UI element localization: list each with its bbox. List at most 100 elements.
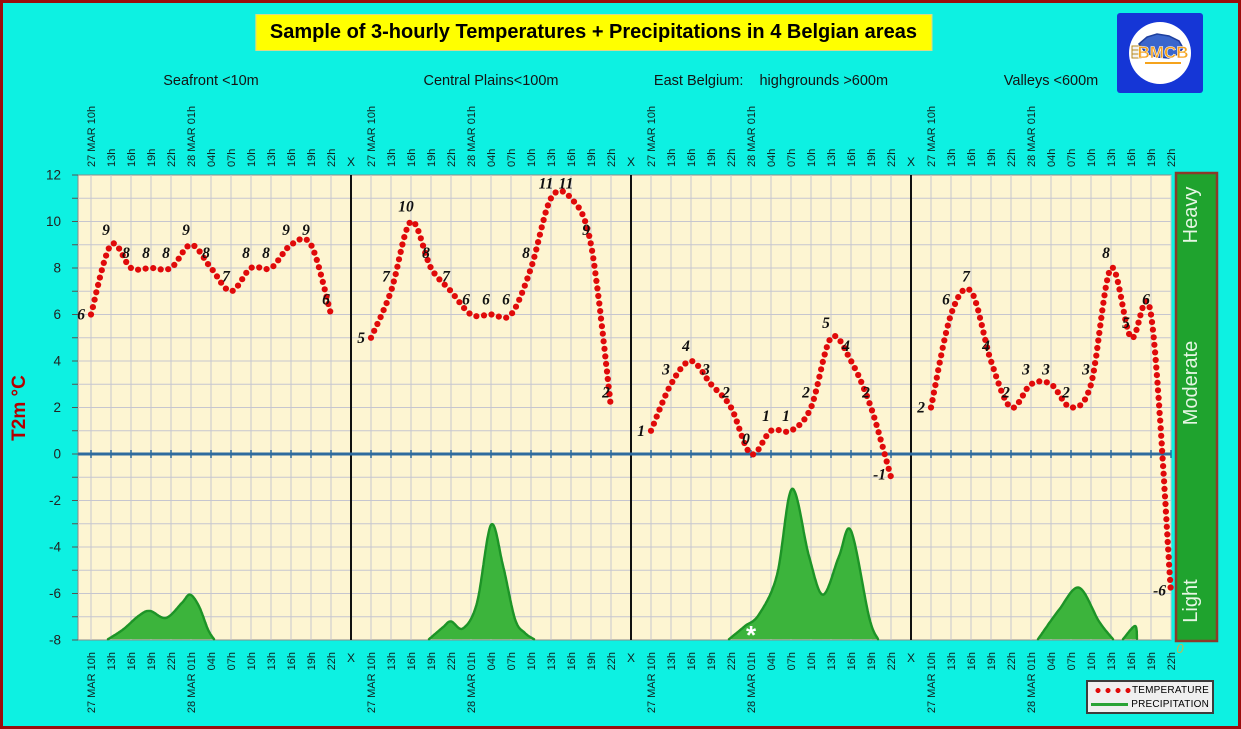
temperature-dot <box>927 404 935 411</box>
precip-intensity-label: Heavy <box>1180 187 1202 244</box>
temperature-value-label: 10 <box>398 199 414 216</box>
temperature-value-label: 3 <box>1041 361 1050 378</box>
temperature-value-label: 1 <box>637 423 645 440</box>
temperature-dot <box>727 404 735 411</box>
temperature-value-label: 11 <box>559 175 574 192</box>
temperature-dot <box>976 314 984 321</box>
temperature-value-label: 5 <box>1122 315 1130 332</box>
temperature-dot <box>650 420 658 427</box>
time-label-bottom: 13h <box>546 652 558 670</box>
temperature-dot <box>390 278 397 285</box>
temperature-dot <box>586 232 593 239</box>
temperature-dot <box>596 300 603 307</box>
time-label-bottom: 16h <box>966 652 978 670</box>
temperature-dot <box>1089 374 1096 382</box>
temperature-dot <box>239 276 246 283</box>
temperature-dot <box>1119 301 1126 308</box>
temperature-value-label: 8 <box>142 245 150 262</box>
precipitation-outline <box>727 487 880 641</box>
time-label-top: 13h <box>266 149 278 167</box>
temperature-dot <box>1160 470 1167 477</box>
temperature-dot <box>531 253 538 260</box>
time-label-bottom: 16h <box>686 652 698 670</box>
temperature-dot <box>985 351 993 358</box>
bmcb-logo: BMCB <box>1117 13 1203 93</box>
temperature-dot <box>593 277 600 284</box>
temperature-dot <box>275 257 282 264</box>
time-label-top: 22h <box>1166 149 1178 167</box>
temperature-dot <box>290 240 297 247</box>
temperature-dot <box>1149 326 1156 333</box>
temperature-value-label: 7 <box>222 268 231 285</box>
temperature-dot <box>959 287 966 294</box>
time-label-bottom: 13h <box>1106 652 1118 670</box>
temperature-dot <box>763 433 770 440</box>
temperature-dot <box>191 242 198 250</box>
temperature-dot <box>988 358 995 365</box>
temperature-dot <box>1156 409 1163 417</box>
temperature-value-label: 8 <box>522 245 530 262</box>
separator-label-top: X <box>347 155 355 169</box>
temperature-value-label: 5 <box>357 330 365 347</box>
time-label-bottom: 04h <box>1046 652 1058 670</box>
temperature-dot <box>243 269 250 276</box>
temperature-dot <box>584 225 591 232</box>
temperature-dot <box>516 296 523 303</box>
time-label-bottom: 19h <box>866 652 878 670</box>
temperature-value-label: 3 <box>701 361 710 378</box>
time-label-top: 13h <box>386 149 398 167</box>
temperature-dot <box>1163 523 1170 530</box>
temperature-dot <box>542 209 549 216</box>
temperature-dot <box>270 263 277 270</box>
y-axis-title: T2m °C <box>9 375 30 441</box>
temperature-dot <box>600 338 607 345</box>
temperature-dot <box>805 409 812 417</box>
temperature-dot <box>1122 316 1129 323</box>
temperature-dot <box>218 279 225 286</box>
precipitation-outline <box>106 593 216 641</box>
temperature-dot <box>1153 372 1160 379</box>
time-label-bottom: 28 MAR 01h <box>466 652 478 713</box>
y-tick-label: -2 <box>49 493 61 508</box>
time-label-bottom: 04h <box>206 652 218 670</box>
temperature-dot <box>1058 395 1065 402</box>
temperature-value-label: 2 <box>801 385 810 402</box>
time-label-top: 13h <box>666 149 678 167</box>
separator-label-top: X <box>907 155 915 169</box>
temperature-dot <box>606 391 613 398</box>
temperature-dot <box>1081 396 1089 403</box>
temperature-value-label: 9 <box>282 222 290 239</box>
temperature-dot <box>392 271 399 278</box>
temperature-dot <box>461 305 468 312</box>
time-label-bottom: 16h <box>566 652 578 670</box>
temperature-dot <box>1161 478 1168 485</box>
temperature-dot <box>982 336 989 343</box>
time-label-bottom: 10h <box>246 652 258 670</box>
temperature-value-label: 6 <box>77 307 85 324</box>
temperature-dot <box>597 308 604 315</box>
temperature-dot <box>1148 319 1156 326</box>
temperature-dot <box>196 248 203 255</box>
temperature-dot <box>816 373 823 380</box>
temperature-dot <box>942 329 950 337</box>
temperature-dot <box>955 294 962 301</box>
time-label-bottom: 13h <box>946 652 958 670</box>
temperature-value-label: 6 <box>462 292 470 309</box>
temperature-dot <box>871 414 878 421</box>
temperature-dot <box>1137 312 1144 319</box>
temperature-dot <box>591 262 598 269</box>
temperature-dot <box>848 358 855 365</box>
time-label-top: 13h <box>946 149 958 167</box>
temperature-dot <box>1102 284 1109 291</box>
time-label-top: 04h <box>766 149 778 167</box>
time-label-bottom: 07h <box>226 652 238 670</box>
temperature-dot <box>844 351 851 358</box>
time-label-top: 07h <box>786 149 798 167</box>
temperature-dot <box>656 406 663 413</box>
temperature-dot <box>308 242 315 249</box>
temperature-dot <box>708 381 715 388</box>
temperature-dot <box>837 338 844 345</box>
temperature-dot <box>512 303 520 310</box>
temperature-dot <box>731 411 738 418</box>
